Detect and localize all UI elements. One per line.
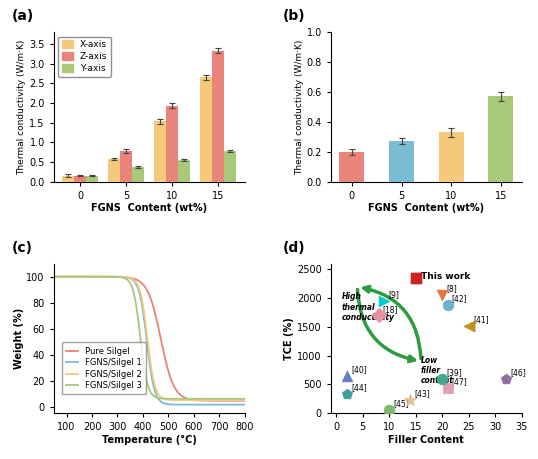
X-axis label: FGNS  Content (wt%): FGNS Content (wt%) <box>91 203 207 213</box>
Bar <box>62 176 74 181</box>
Point <box>342 391 351 398</box>
Bar <box>213 50 224 181</box>
Text: (b): (b) <box>283 9 306 23</box>
FGNS/Silgel 1 <box>144 337 150 343</box>
FGNS/Silgel 1 <box>242 402 248 408</box>
Line: FGNS/Silgel 2: FGNS/Silgel 2 <box>54 277 245 400</box>
Line: FGNS/Silgel 1: FGNS/Silgel 1 <box>54 277 245 405</box>
FGNS/Silgel 2 <box>144 330 150 335</box>
Bar <box>389 141 414 181</box>
FGNS/Silgel 3 <box>201 396 208 402</box>
Point <box>464 322 473 330</box>
FGNS/Silgel 1 <box>236 402 243 408</box>
Y-axis label: Thermal conductivity (W/m·K): Thermal conductivity (W/m·K) <box>295 39 303 174</box>
FGNS/Silgel 2 <box>60 274 67 280</box>
Bar <box>109 159 121 181</box>
Text: [18]: [18] <box>383 305 398 313</box>
Point <box>438 291 447 299</box>
Bar <box>224 151 236 181</box>
FGNS/Silgel 1 <box>201 402 208 408</box>
Y-axis label: Weight (%): Weight (%) <box>13 308 24 369</box>
FGNS/Silgel 1 <box>60 274 67 280</box>
Bar <box>178 160 190 181</box>
FGNS/Silgel 3 <box>51 274 57 280</box>
Text: [43]: [43] <box>415 389 430 398</box>
Point <box>438 375 447 382</box>
Text: [45]: [45] <box>393 399 409 408</box>
Point <box>501 375 510 382</box>
Pure Silgel <box>242 398 248 403</box>
Bar <box>74 176 87 181</box>
FGNS/Silgel 3 <box>60 274 67 280</box>
Bar <box>166 106 178 181</box>
X-axis label: Temperature (°C): Temperature (°C) <box>102 435 197 445</box>
Text: [41]: [41] <box>473 315 489 324</box>
FGNS/Silgel 1 <box>138 300 145 306</box>
Text: [40]: [40] <box>351 365 367 374</box>
Point <box>443 384 452 392</box>
Point <box>385 406 393 413</box>
FGNS/Silgel 3 <box>242 396 248 402</box>
FGNS/Silgel 3 <box>236 396 243 402</box>
Bar <box>439 132 464 181</box>
Text: [47]: [47] <box>452 377 468 386</box>
Line: Pure Silgel: Pure Silgel <box>54 277 245 401</box>
FGNS/Silgel 2 <box>201 397 208 403</box>
Point <box>380 297 388 305</box>
Legend: Pure Silgel, FGNS/Silgel 1, FGNS/Silgel 2, FGNS/Silgel 3: Pure Silgel, FGNS/Silgel 1, FGNS/Silgel … <box>62 342 146 394</box>
Bar <box>489 96 513 181</box>
Bar <box>200 78 213 181</box>
FGNS/Silgel 3 <box>144 378 150 384</box>
FGNS/Silgel 3 <box>138 345 145 351</box>
Bar <box>339 151 364 181</box>
Bar <box>154 121 166 181</box>
Pure Silgel <box>236 398 243 403</box>
Line: FGNS/Silgel 3: FGNS/Silgel 3 <box>54 277 245 399</box>
Y-axis label: TCE (%): TCE (%) <box>284 317 294 360</box>
FGNS/Silgel 1 <box>236 402 243 408</box>
Y-axis label: Thermal conductivity (W/m·K): Thermal conductivity (W/m·K) <box>18 39 26 174</box>
FGNS/Silgel 2 <box>242 397 248 403</box>
Point <box>406 396 415 403</box>
Text: [9]: [9] <box>388 291 399 299</box>
Text: (a): (a) <box>12 9 34 23</box>
Text: [46]: [46] <box>510 368 526 377</box>
Pure Silgel <box>144 287 150 292</box>
Pure Silgel <box>138 280 145 286</box>
Text: Low
filler
content: Low filler content <box>421 356 454 386</box>
FGNS/Silgel 2 <box>138 295 145 301</box>
Text: [39]: [39] <box>447 368 462 377</box>
FGNS/Silgel 2 <box>236 397 243 403</box>
Bar <box>121 151 132 181</box>
FGNS/Silgel 2 <box>236 397 243 403</box>
FGNS/Silgel 2 <box>51 274 57 280</box>
Text: (c): (c) <box>12 241 33 255</box>
Point <box>443 302 452 309</box>
Bar <box>132 167 144 181</box>
Point <box>412 274 420 282</box>
Point <box>412 274 420 282</box>
Text: [8]: [8] <box>447 285 457 294</box>
X-axis label: Filler Content: Filler Content <box>388 435 464 445</box>
Pure Silgel <box>51 274 57 280</box>
Text: [44]: [44] <box>351 383 367 392</box>
Pure Silgel <box>201 398 208 403</box>
Text: [42]: [42] <box>452 294 468 303</box>
Bar <box>87 176 98 181</box>
Legend: X-axis, Z-axis, Y-axis: X-axis, Z-axis, Y-axis <box>58 37 111 77</box>
FGNS/Silgel 3 <box>236 396 243 402</box>
Point <box>342 372 351 380</box>
Text: High
thermal
conductivity: High thermal conductivity <box>342 292 394 322</box>
FGNS/Silgel 1 <box>51 274 57 280</box>
Point <box>374 312 383 319</box>
Pure Silgel <box>60 274 67 280</box>
Text: This work: This work <box>421 272 470 281</box>
Text: (d): (d) <box>283 241 306 255</box>
Pure Silgel <box>236 398 243 403</box>
X-axis label: FGNS  Content (wt%): FGNS Content (wt%) <box>369 203 484 213</box>
